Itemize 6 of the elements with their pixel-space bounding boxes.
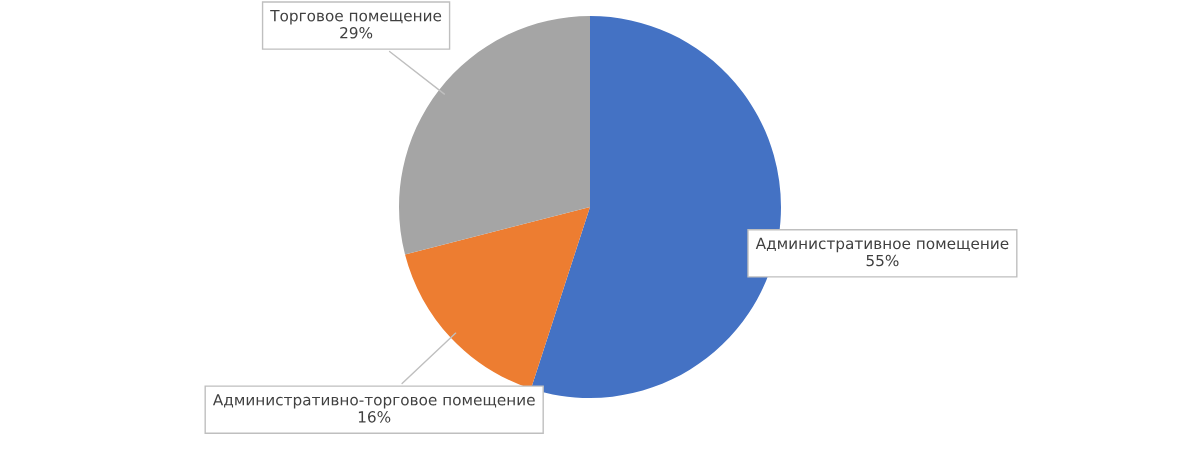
slice-label: Торговое помещение: [270, 10, 442, 25]
data-label: 29%: [340, 26, 373, 39]
slice-label: Административно-торговое помещение: [212, 394, 535, 409]
data-label: 16%: [358, 411, 391, 423]
slice-label: Административное помещение: [755, 237, 1009, 253]
data-label: 55%: [866, 254, 899, 267]
